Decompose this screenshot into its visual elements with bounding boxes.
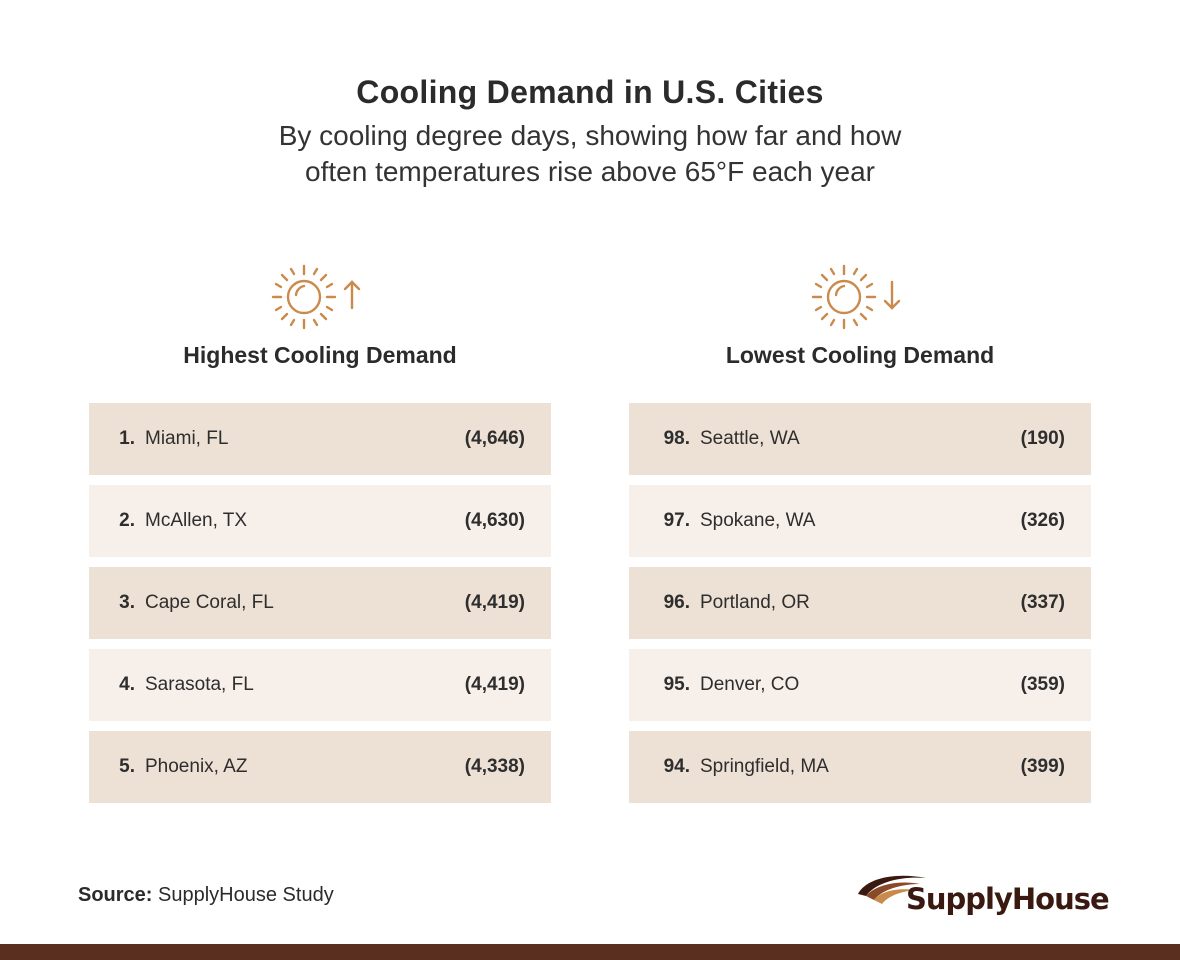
subtitle-line-2: often temperatures rise above 65°F each … <box>305 156 875 187</box>
city-name: Denver, CO <box>700 674 800 695</box>
source-label: Source: <box>78 884 153 906</box>
cooling-degree-days: (399) <box>1020 756 1065 777</box>
rank: 98. <box>663 428 690 449</box>
city-name: Spokane, WA <box>700 510 816 531</box>
sun-arrow-up-icon <box>89 262 551 332</box>
cooling-degree-days: (337) <box>1020 592 1065 613</box>
rank: 96. <box>663 592 690 613</box>
list-item: 97. Spokane, WA (326) <box>629 485 1091 557</box>
lowest-demand-list: 98. Seattle, WA (190) 97. Spokane, WA (3… <box>629 403 1091 813</box>
subtitle-line-1: By cooling degree days, showing how far … <box>278 120 902 151</box>
list-item: 2. McAllen, TX (4,630) <box>89 485 551 557</box>
rank: 5. <box>119 756 135 777</box>
cooling-degree-days: (4,419) <box>464 592 525 613</box>
rank: 94. <box>663 756 690 777</box>
cooling-degree-days: (4,338) <box>464 756 525 777</box>
rank: 3. <box>119 592 135 613</box>
supplyhouse-logo: SupplyHouse <box>856 866 1110 926</box>
list-item: 3. Cape Coral, FL (4,419) <box>89 567 551 639</box>
lowest-demand-column: Lowest Cooling Demand 98. Seattle, WA (1… <box>629 262 1091 803</box>
logo-swoosh-icon <box>858 875 926 904</box>
list-item: 5. Phoenix, AZ (4,338) <box>89 731 551 803</box>
city-name: Cape Coral, FL <box>145 592 274 613</box>
highest-demand-list: 1. Miami, FL (4,646) 2. McAllen, TX (4,6… <box>89 403 551 813</box>
rank: 97. <box>663 510 690 531</box>
highest-demand-column: Highest Cooling Demand 1. Miami, FL (4,6… <box>89 262 551 803</box>
cooling-degree-days: (326) <box>1020 510 1065 531</box>
cooling-degree-days: (359) <box>1020 674 1065 695</box>
city-name: Springfield, MA <box>700 756 829 777</box>
cooling-degree-days: (4,646) <box>464 428 525 449</box>
list-item: 95. Denver, CO (359) <box>629 649 1091 721</box>
cooling-degree-days: (4,419) <box>464 674 525 695</box>
list-item: 96. Portland, OR (337) <box>629 567 1091 639</box>
cooling-degree-days: (190) <box>1020 428 1065 449</box>
sun-arrow-down-icon <box>629 262 1091 332</box>
footer-bar <box>0 944 1180 960</box>
city-name: Phoenix, AZ <box>145 756 248 777</box>
rank: 2. <box>119 510 135 531</box>
city-name: Miami, FL <box>145 428 229 449</box>
list-item: 4. Sarasota, FL (4,419) <box>89 649 551 721</box>
page-subtitle: By cooling degree days, showing how far … <box>0 118 1180 190</box>
list-item: 1. Miami, FL (4,646) <box>89 403 551 475</box>
city-name: Portland, OR <box>700 592 810 613</box>
list-item: 98. Seattle, WA (190) <box>629 403 1091 475</box>
rank: 4. <box>119 674 135 695</box>
city-name: Seattle, WA <box>700 428 800 449</box>
lowest-demand-title: Lowest Cooling Demand <box>725 342 995 368</box>
rank: 95. <box>663 674 690 695</box>
logo-text: SupplyHouse <box>906 882 1110 916</box>
source-note: Source: SupplyHouse Study <box>78 884 334 907</box>
page-title: Cooling Demand in U.S. Cities <box>356 74 824 110</box>
source-text: SupplyHouse Study <box>158 884 334 906</box>
rank: 1. <box>119 428 135 449</box>
city-name: Sarasota, FL <box>145 674 254 695</box>
cooling-degree-days: (4,630) <box>464 510 525 531</box>
highest-demand-title: Highest Cooling Demand <box>183 342 457 368</box>
list-item: 94. Springfield, MA (399) <box>629 731 1091 803</box>
city-name: McAllen, TX <box>145 510 248 531</box>
